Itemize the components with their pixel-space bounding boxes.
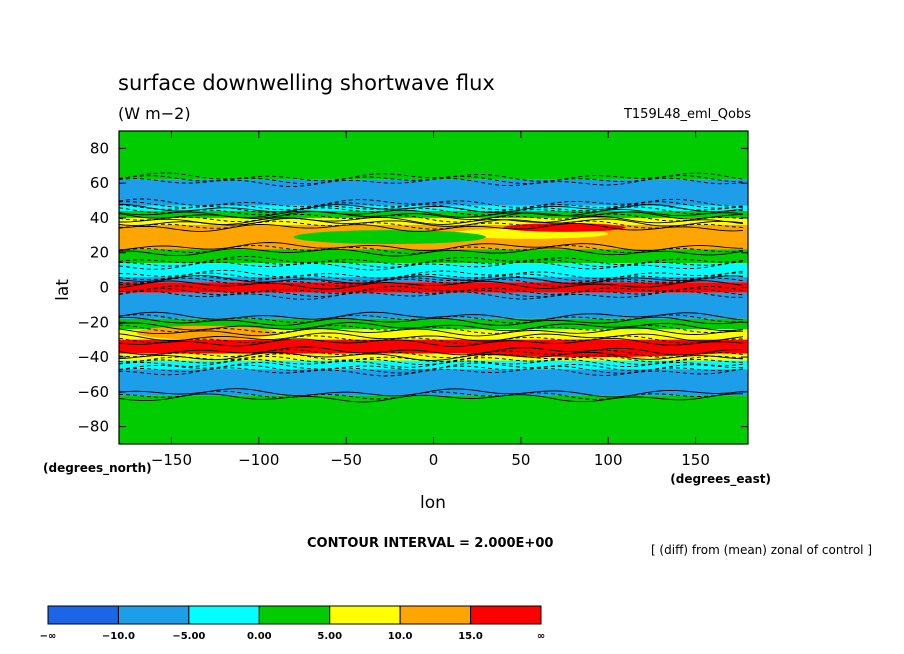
contour-lines bbox=[119, 172, 744, 403]
y-tick-label: −60 bbox=[77, 383, 109, 401]
colorbar-swatch-4 bbox=[329, 605, 401, 625]
contour-line bbox=[119, 280, 744, 290]
zonal-band-9 bbox=[119, 282, 748, 293]
colorbar-label: 5.00 bbox=[317, 631, 342, 642]
y-tick-label: 80 bbox=[90, 139, 109, 157]
comparison-note: [ (diff) from (mean) zonal of control ] bbox=[651, 543, 872, 557]
x-axis-label: lon bbox=[420, 493, 446, 513]
x-tick-label: 0 bbox=[429, 451, 439, 469]
y-axis-label: lat bbox=[53, 279, 73, 301]
contour-line bbox=[119, 322, 744, 332]
contour-line bbox=[119, 337, 744, 347]
x-axis-units: (degrees_east) bbox=[670, 472, 771, 487]
contour-line bbox=[119, 242, 744, 252]
contour-line bbox=[119, 247, 744, 257]
y-axis-units: (degrees_north) bbox=[43, 461, 152, 476]
contour-line bbox=[119, 316, 744, 326]
contour-line bbox=[119, 275, 744, 285]
colorbar-label: 15.0 bbox=[458, 631, 483, 642]
colorbar-swatch-1 bbox=[117, 605, 190, 625]
zonal-band-11 bbox=[119, 318, 748, 330]
chart-units: (W m−2) bbox=[118, 104, 191, 123]
contour-line bbox=[119, 388, 744, 398]
x-tick-label: −100 bbox=[238, 451, 279, 469]
colorbar-label: 0.00 bbox=[247, 631, 272, 642]
zonal-band-4 bbox=[119, 217, 748, 225]
y-tick-label: 60 bbox=[90, 174, 109, 192]
y-tick-label: −20 bbox=[77, 313, 109, 331]
colorbar-swatch-5 bbox=[399, 605, 472, 625]
contour-line bbox=[119, 203, 744, 214]
x-tick-label: 100 bbox=[594, 451, 623, 469]
contour-line bbox=[119, 393, 744, 403]
zonal-band-12 bbox=[119, 329, 748, 340]
field-feature-3 bbox=[293, 230, 486, 245]
x-axis-ticks: −150 −100 −50 0 50 100 150 bbox=[151, 131, 710, 469]
zonal-band-2 bbox=[119, 205, 748, 211]
x-tick-label: 50 bbox=[511, 451, 530, 469]
colorbar-swatch-3 bbox=[258, 605, 331, 625]
colorbar-label: −10.0 bbox=[102, 631, 135, 642]
zonal-band-3 bbox=[119, 210, 748, 218]
y-tick-label: 40 bbox=[90, 209, 109, 227]
contour-line bbox=[119, 222, 744, 232]
zonal-band-7 bbox=[119, 263, 748, 278]
colorbar-swatch-2 bbox=[188, 605, 260, 625]
contour-line bbox=[119, 332, 744, 342]
y-tick-label: 0 bbox=[99, 279, 109, 297]
colorbar-label: 10.0 bbox=[388, 631, 413, 642]
contour-line bbox=[119, 311, 744, 321]
zonal-band-17 bbox=[119, 395, 748, 444]
contour-line bbox=[119, 210, 744, 220]
y-tick-label: 20 bbox=[90, 244, 109, 262]
contour-line bbox=[119, 327, 744, 337]
contour-line bbox=[119, 346, 744, 356]
colorbar-label: −∞ bbox=[40, 631, 57, 642]
run-label: T159L48_eml_Qobs bbox=[623, 107, 751, 122]
colorbar-swatch-0 bbox=[47, 605, 119, 625]
colorbar: −∞ −10.0 −5.00 0.00 5.00 10.0 15.0 ∞ bbox=[40, 605, 545, 642]
y-tick-label: −80 bbox=[77, 418, 109, 436]
zonal-band-0 bbox=[119, 131, 748, 180]
x-tick-label: −50 bbox=[330, 451, 362, 469]
contour-interval: CONTOUR INTERVAL = 2.000E+00 bbox=[307, 536, 553, 551]
colorbar-label: −5.00 bbox=[172, 631, 205, 642]
contour-line bbox=[119, 217, 744, 227]
chart-title: surface downwelling shortwave flux bbox=[118, 71, 495, 95]
zonal-band-10 bbox=[119, 292, 748, 319]
x-tick-label: 150 bbox=[681, 451, 710, 469]
field-feature-5 bbox=[433, 339, 748, 358]
zonal-band-1 bbox=[119, 179, 748, 206]
y-axis-ticks: 80 60 40 20 0 −20 −40 −60 −80 bbox=[77, 139, 748, 436]
x-tick-label: −150 bbox=[151, 451, 192, 469]
colorbar-label: ∞ bbox=[537, 631, 545, 642]
plot-area bbox=[119, 131, 748, 444]
y-tick-label: −40 bbox=[77, 348, 109, 366]
field-feature-6 bbox=[119, 318, 364, 326]
contour-line bbox=[119, 351, 744, 361]
field-feature-7 bbox=[328, 409, 347, 417]
colorbar-swatch-6 bbox=[470, 605, 542, 625]
